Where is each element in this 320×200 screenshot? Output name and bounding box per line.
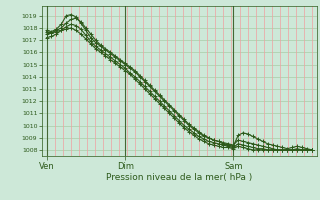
X-axis label: Pression niveau de la mer( hPa ): Pression niveau de la mer( hPa ) [106, 173, 252, 182]
